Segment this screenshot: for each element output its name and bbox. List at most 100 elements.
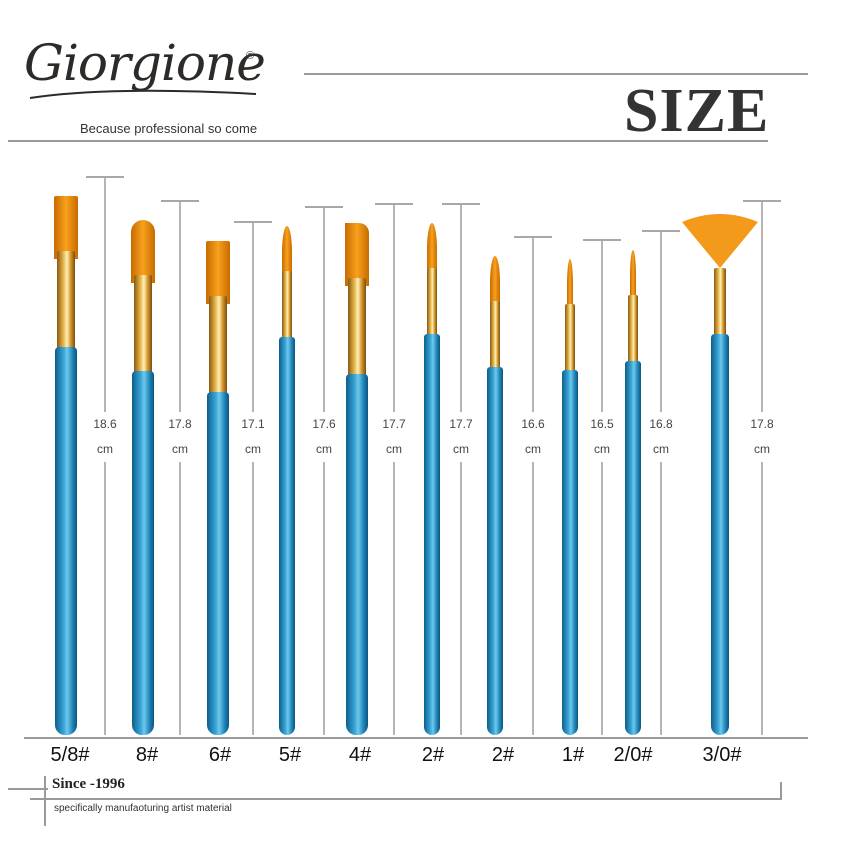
- size-label: 3/0#: [702, 744, 742, 766]
- size-label: 2#: [421, 744, 445, 766]
- brush-bristles: [567, 259, 573, 313]
- length-unit: cm: [754, 442, 770, 456]
- brush-bristles: [282, 226, 292, 280]
- brush-handle: [625, 361, 641, 735]
- length-ruler-cap: [86, 176, 124, 178]
- brush-ferrule: [134, 275, 152, 376]
- length-unit: cm: [97, 442, 113, 456]
- length-number: 18.6: [93, 417, 117, 431]
- brush-ferrule: [57, 251, 75, 351]
- size-label: 5/8#: [50, 744, 90, 766]
- size-label: 1#: [561, 744, 585, 766]
- brush-handle: [711, 334, 729, 735]
- length-value: 17.6 cm: [304, 412, 344, 462]
- length-value: 16.6 cm: [513, 412, 553, 462]
- length-number: 17.1: [241, 417, 265, 431]
- length-value: 16.5 cm: [582, 412, 622, 462]
- length-ruler-cap: [234, 221, 272, 224]
- brand-logo: Giorgione: [24, 34, 266, 92]
- brush-ferrule: [565, 304, 575, 375]
- registered-mark: ®: [246, 50, 255, 62]
- brush-handle: [207, 392, 229, 735]
- length-ruler-cap: [305, 206, 343, 209]
- brush-handle: [424, 334, 440, 735]
- length-ruler-cap: [375, 203, 413, 206]
- size-label: 8#: [135, 744, 159, 766]
- length-ruler: [323, 206, 325, 735]
- brush-handle: [279, 337, 295, 735]
- brush-handle: [55, 347, 77, 735]
- brush-size-chart: 18.6 cm 17.8 cm 17.1 cm 17.6 cm 17.7 cm 17.7 cm 16.6…: [0, 150, 860, 750]
- brush-ferrule: [282, 271, 292, 342]
- length-ruler: [460, 203, 462, 735]
- footer-rule: [30, 798, 782, 800]
- size-label: 6#: [208, 744, 232, 766]
- length-number: 17.8: [168, 417, 192, 431]
- length-value: 17.7 cm: [441, 412, 481, 462]
- length-unit: cm: [386, 442, 402, 456]
- length-ruler-cap: [514, 236, 552, 239]
- length-unit: cm: [525, 442, 541, 456]
- length-unit: cm: [245, 442, 261, 456]
- length-value: 17.8 cm: [742, 412, 782, 462]
- brush-bristles: [131, 220, 155, 284]
- length-ruler-cap: [642, 230, 680, 233]
- length-ruler: [393, 203, 395, 735]
- brush-ferrule: [490, 301, 500, 372]
- brush-bristles: [54, 196, 78, 259]
- length-value: 17.1 cm: [233, 412, 273, 462]
- length-number: 17.6: [312, 417, 336, 431]
- footer-bracket-vertical: [44, 776, 46, 826]
- brush-handle: [562, 370, 578, 735]
- brush-bristles: [630, 250, 636, 304]
- length-value: 17.7 cm: [374, 412, 414, 462]
- footer-subtitle: specifically manufaoturing artist materi…: [54, 803, 232, 814]
- footer-bracket-right: [780, 782, 782, 800]
- length-ruler: [601, 239, 603, 735]
- length-value: 17.8 cm: [160, 412, 200, 462]
- length-unit: cm: [653, 442, 669, 456]
- brush-bristles: [345, 223, 369, 287]
- header-rule-top: [304, 73, 808, 75]
- length-number: 17.7: [449, 417, 473, 431]
- length-ruler: [252, 221, 254, 735]
- header-rule-bottom: [8, 140, 768, 142]
- brush-handle: [487, 367, 503, 735]
- length-ruler-cap: [442, 203, 480, 206]
- brush-handle: [346, 374, 368, 735]
- length-number: 16.8: [649, 417, 673, 431]
- length-number: 16.5: [590, 417, 614, 431]
- brush-handle: [132, 371, 154, 735]
- length-number: 16.6: [521, 417, 545, 431]
- length-number: 17.7: [382, 417, 406, 431]
- size-label: 2#: [491, 744, 515, 766]
- length-number: 17.8: [750, 417, 774, 431]
- length-ruler: [660, 230, 662, 735]
- logo-swash: [29, 89, 257, 99]
- baseline: [24, 737, 808, 739]
- brush-bristles: [490, 256, 500, 310]
- size-label: 5#: [278, 744, 302, 766]
- length-ruler-cap: [583, 239, 621, 242]
- tagline: Because professional so come: [80, 121, 258, 136]
- length-ruler: [179, 200, 181, 735]
- fan-bristles: [682, 214, 758, 269]
- length-unit: cm: [316, 442, 332, 456]
- length-ruler-cap: [161, 200, 199, 203]
- length-value: 16.8 cm: [641, 412, 681, 462]
- length-ruler-cap: [743, 200, 781, 203]
- size-label: 2/0#: [613, 744, 653, 766]
- length-value: 18.6 cm: [85, 412, 125, 462]
- brush-bristles: [427, 223, 437, 277]
- page-title: SIZE: [624, 77, 770, 145]
- brush-ferrule: [714, 268, 726, 339]
- brush-ferrule: [628, 295, 638, 366]
- length-unit: cm: [594, 442, 610, 456]
- size-label: 4#: [348, 744, 372, 766]
- since-label: Since -1996: [52, 776, 125, 792]
- footer-bracket-left: [8, 788, 48, 790]
- brush-ferrule: [209, 296, 227, 397]
- brush-ferrule: [427, 268, 437, 339]
- length-ruler: [532, 236, 534, 735]
- brush-bristles: [206, 241, 230, 305]
